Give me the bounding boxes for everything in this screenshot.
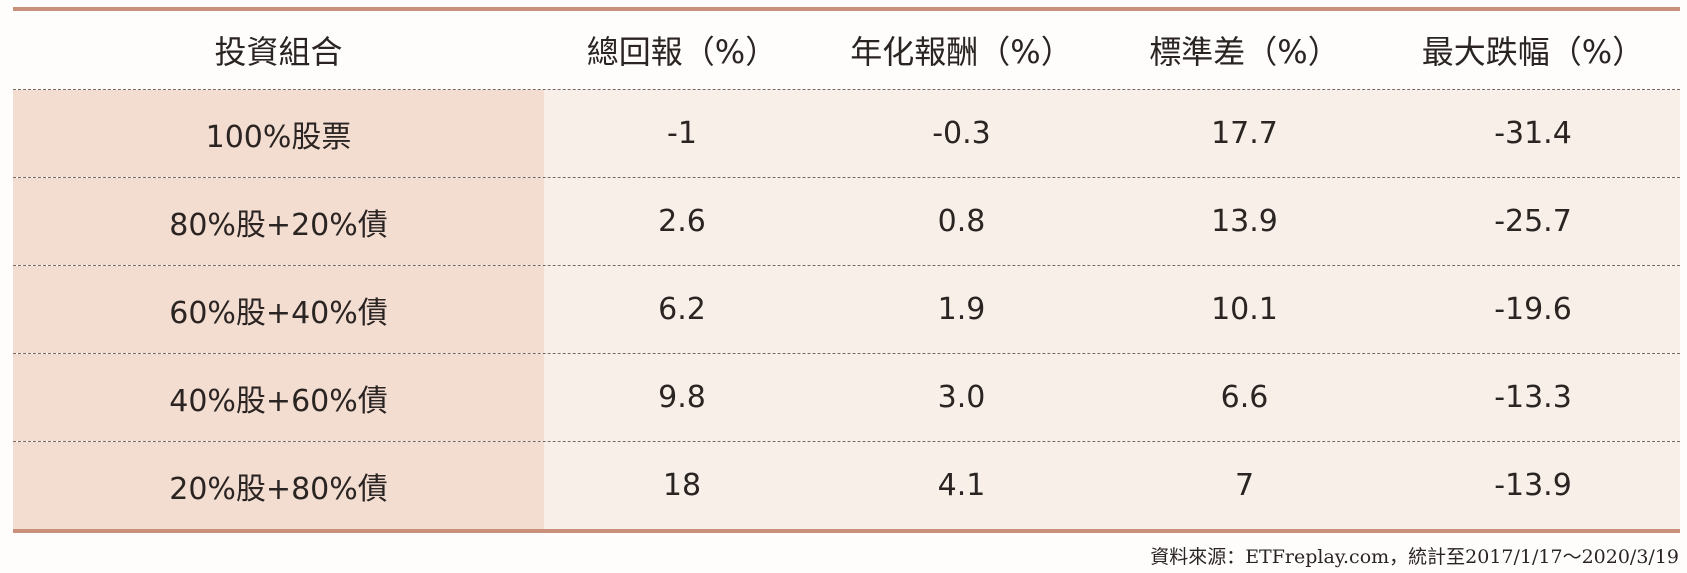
table-row: 40%股+60%債 9.8 3.0 6.6 -13.3 — [13, 354, 1680, 442]
column-header: 標準差（%） — [1103, 11, 1386, 89]
table-cell: 10.1 — [1103, 266, 1386, 353]
column-header: 投資組合 — [13, 11, 544, 89]
row-label: 100%股票 — [13, 90, 544, 177]
table-cell: 3.0 — [820, 354, 1103, 441]
table-cell: -13.3 — [1386, 354, 1680, 441]
table-cell: 4.1 — [820, 442, 1103, 529]
row-label: 40%股+60%債 — [13, 354, 544, 441]
table-row: 100%股票 -1 -0.3 17.7 -31.4 — [13, 90, 1680, 178]
table-cell: 6.2 — [544, 266, 820, 353]
table-cell: 2.6 — [544, 178, 820, 265]
column-header: 最大跌幅（%） — [1386, 11, 1680, 89]
table-cell: 13.9 — [1103, 178, 1386, 265]
table-cell: 1.9 — [820, 266, 1103, 353]
table-row: 60%股+40%債 6.2 1.9 10.1 -19.6 — [13, 266, 1680, 354]
row-label: 20%股+80%債 — [13, 442, 544, 529]
table-cell: -1 — [544, 90, 820, 177]
table: 投資組合 總回報（%） 年化報酬（%） 標準差（%） 最大跌幅（%） 100%股票 -1 -0… — [13, 7, 1680, 533]
table-cell: 0.8 — [820, 178, 1103, 265]
column-header: 年化報酬（%） — [820, 11, 1103, 89]
table-cell: -0.3 — [820, 90, 1103, 177]
row-label: 80%股+20%債 — [13, 178, 544, 265]
row-label: 60%股+40%債 — [13, 266, 544, 353]
table-row: 20%股+80%債 18 4.1 7 -13.9 — [13, 442, 1680, 529]
table-row: 80%股+20%債 2.6 0.8 13.9 -25.7 — [13, 178, 1680, 266]
table-cell: 9.8 — [544, 354, 820, 441]
table-cell: -31.4 — [1386, 90, 1680, 177]
table-cell: -25.7 — [1386, 178, 1680, 265]
header-row: 投資組合 總回報（%） 年化報酬（%） 標準差（%） 最大跌幅（%） — [13, 11, 1680, 90]
column-header: 總回報（%） — [544, 11, 820, 89]
table-cell: 17.7 — [1103, 90, 1386, 177]
source-note: 資料來源：ETFreplay.com，統計至2017/1/17～2020/3/1… — [1150, 546, 1679, 568]
table-cell: 6.6 — [1103, 354, 1386, 441]
table-cell: 7 — [1103, 442, 1386, 529]
table-cell: 18 — [544, 442, 820, 529]
table-cell: -13.9 — [1386, 442, 1680, 529]
table-cell: -19.6 — [1386, 266, 1680, 353]
